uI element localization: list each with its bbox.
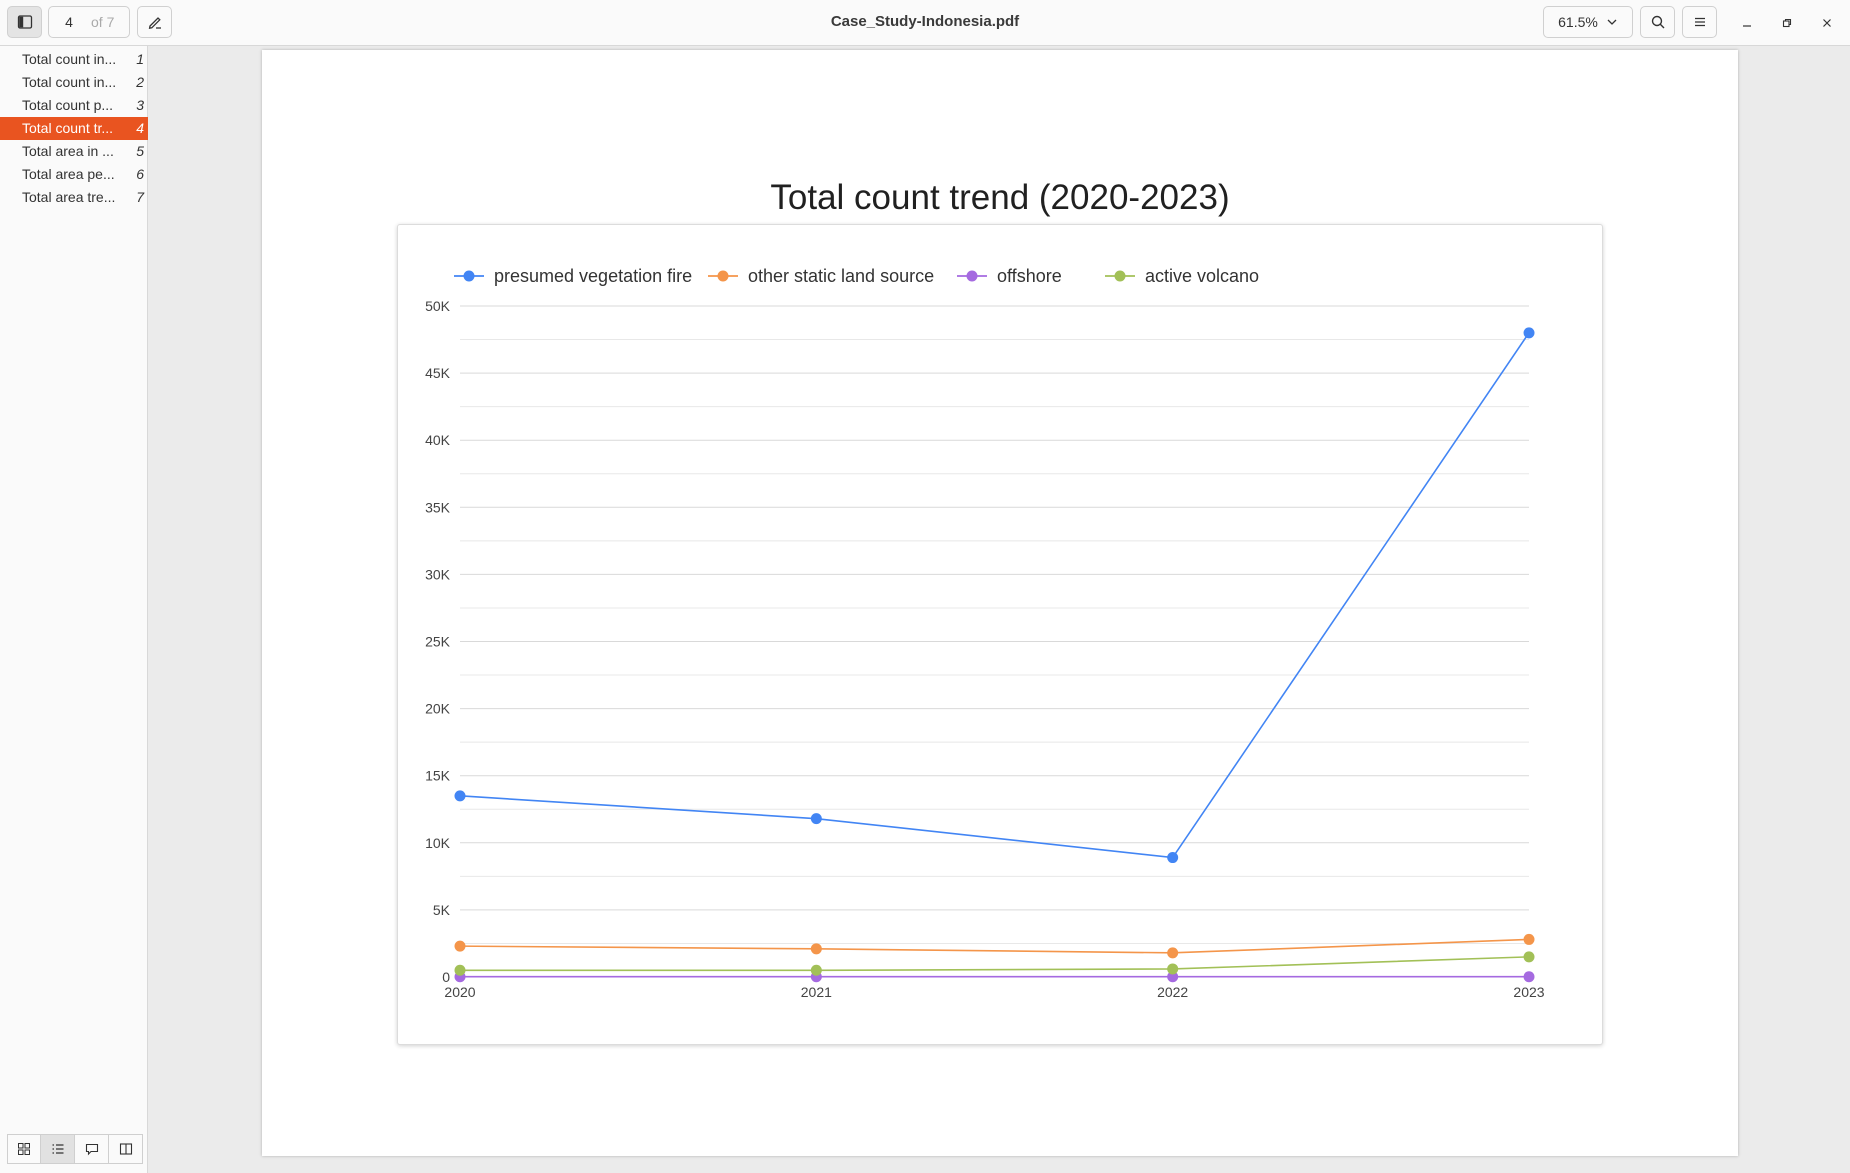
search-icon xyxy=(1651,15,1664,29)
outline-item-label: Total count in... xyxy=(22,51,117,67)
chevron-down-icon xyxy=(1607,19,1617,25)
series-line xyxy=(459,938,1530,954)
annotate-button[interactable] xyxy=(137,6,172,38)
data-point xyxy=(454,940,466,952)
outline-item-label: Total count tr... xyxy=(22,120,114,136)
pen-icon xyxy=(148,17,161,30)
outline-item-page: 5 xyxy=(136,143,144,159)
legend-marker xyxy=(463,270,475,282)
series-line xyxy=(459,332,1530,859)
close-icon xyxy=(1823,19,1831,27)
minimize-icon xyxy=(1743,25,1751,27)
outline-item-3[interactable]: Total count p... 3 xyxy=(0,94,148,117)
annotations-button[interactable] xyxy=(75,1134,109,1164)
outline-item-page: 1 xyxy=(136,51,144,67)
x-tick-label: 2022 xyxy=(1157,984,1188,1000)
series-line xyxy=(460,956,1530,972)
data-point xyxy=(1167,971,1179,983)
data-point xyxy=(454,790,466,802)
restore-icon xyxy=(1782,18,1792,28)
outline-item-label: Total area pe... xyxy=(22,166,115,182)
data-point xyxy=(1523,951,1535,963)
data-point xyxy=(1167,852,1179,864)
y-tick-label: 25K xyxy=(425,634,451,650)
data-point xyxy=(1523,327,1535,339)
list-icon xyxy=(52,1144,63,1154)
legend-label: offshore xyxy=(997,266,1062,286)
grid-icon xyxy=(18,1143,30,1155)
sidebar-icon xyxy=(17,15,32,29)
thumbnails-button[interactable] xyxy=(7,1134,41,1164)
y-tick-label: 40K xyxy=(425,432,451,448)
data-point xyxy=(1523,933,1535,945)
comment-icon xyxy=(85,1143,98,1156)
outline-item-6[interactable]: Total area pe... 6 xyxy=(0,163,148,186)
outline-item-label: Total count p... xyxy=(22,97,114,113)
header-bar: 4 of 7 Case_Study-Indonesia.pdf 61.5% xyxy=(0,0,1850,46)
bookmarks-button[interactable] xyxy=(109,1134,143,1164)
y-tick-label: 5K xyxy=(433,902,451,918)
outline-item-2[interactable]: Total count in... 2 xyxy=(0,71,148,94)
data-point xyxy=(1523,971,1535,983)
outline-item-label: Total area in ... xyxy=(22,143,114,159)
y-tick-label: 20K xyxy=(425,701,451,717)
outline-button[interactable] xyxy=(41,1134,75,1164)
search-button[interactable] xyxy=(1640,6,1675,38)
y-tick-label: 30K xyxy=(425,566,451,582)
outline-sidebar: Total count in... 1 Total count in... 2 … xyxy=(0,46,148,1173)
x-tick-label: 2020 xyxy=(444,984,475,1000)
data-point xyxy=(810,813,822,825)
outline-item-label: Total area tre... xyxy=(22,189,116,205)
document-page: Total count trend (2020-2023) 0 5K 10K 15K 2… xyxy=(262,50,1738,1156)
sidebar-toggle-button[interactable] xyxy=(7,6,42,38)
outline-item-7[interactable]: Total area tre... 7 xyxy=(0,186,148,209)
data-point xyxy=(810,943,822,955)
page-number-field[interactable]: 4 of 7 xyxy=(48,6,130,38)
menu-button[interactable] xyxy=(1682,6,1717,38)
legend-label: other static land source xyxy=(748,266,934,286)
legend-marker xyxy=(966,270,978,282)
page-total-label: of 7 xyxy=(91,14,115,30)
legend-marker xyxy=(717,270,729,282)
data-point xyxy=(454,964,466,976)
x-tick-label: 2023 xyxy=(1513,984,1544,1000)
current-page-input[interactable]: 4 xyxy=(65,14,73,30)
chart-card: 0 5K 10K 15K 20K 25K 30K 35K 40K 45K 50K 2020 2021 20… xyxy=(397,224,1603,1045)
outline-item-4[interactable]: Total count tr... 4 xyxy=(0,117,148,140)
zoom-select[interactable]: 61.5% xyxy=(1543,6,1633,38)
hamburger-icon xyxy=(1694,17,1705,27)
outline-item-5[interactable]: Total area in ... 5 xyxy=(0,140,148,163)
legend-label: active volcano xyxy=(1145,266,1259,286)
restore-button[interactable] xyxy=(1774,10,1800,36)
y-tick-label: 10K xyxy=(425,835,451,851)
outline-item-page: 7 xyxy=(136,189,144,205)
data-point xyxy=(810,964,822,976)
outline-item-page: 4 xyxy=(136,120,144,136)
outline-item-page: 2 xyxy=(136,74,144,90)
outline-item-label: Total count in... xyxy=(22,74,117,90)
data-point xyxy=(1167,947,1179,959)
minimize-button[interactable] xyxy=(1734,10,1760,36)
y-tick-label: 0 xyxy=(442,969,450,985)
data-point xyxy=(1167,963,1179,975)
outline-item-page: 3 xyxy=(136,97,144,113)
legend-label: presumed vegetation fire xyxy=(494,266,692,286)
book-icon xyxy=(119,1143,132,1155)
legend-marker xyxy=(1114,270,1126,282)
zoom-value: 61.5% xyxy=(1558,14,1598,30)
chart-title: Total count trend (2020-2023) xyxy=(770,178,1230,217)
y-tick-label: 35K xyxy=(425,499,451,515)
y-tick-label: 15K xyxy=(425,768,451,784)
line-chart: 0 5K 10K 15K 20K 25K 30K 35K 40K 45K 50K 2020 2021 20… xyxy=(425,266,1545,1000)
sidebar-mode-switcher xyxy=(7,1134,143,1164)
outline-item-page: 6 xyxy=(136,166,144,182)
y-tick-label: 45K xyxy=(425,365,451,381)
close-button[interactable] xyxy=(1814,10,1840,36)
y-tick-label: 50K xyxy=(425,298,451,314)
x-tick-label: 2021 xyxy=(801,984,832,1000)
outline-item-1[interactable]: Total count in... 1 xyxy=(0,48,148,71)
